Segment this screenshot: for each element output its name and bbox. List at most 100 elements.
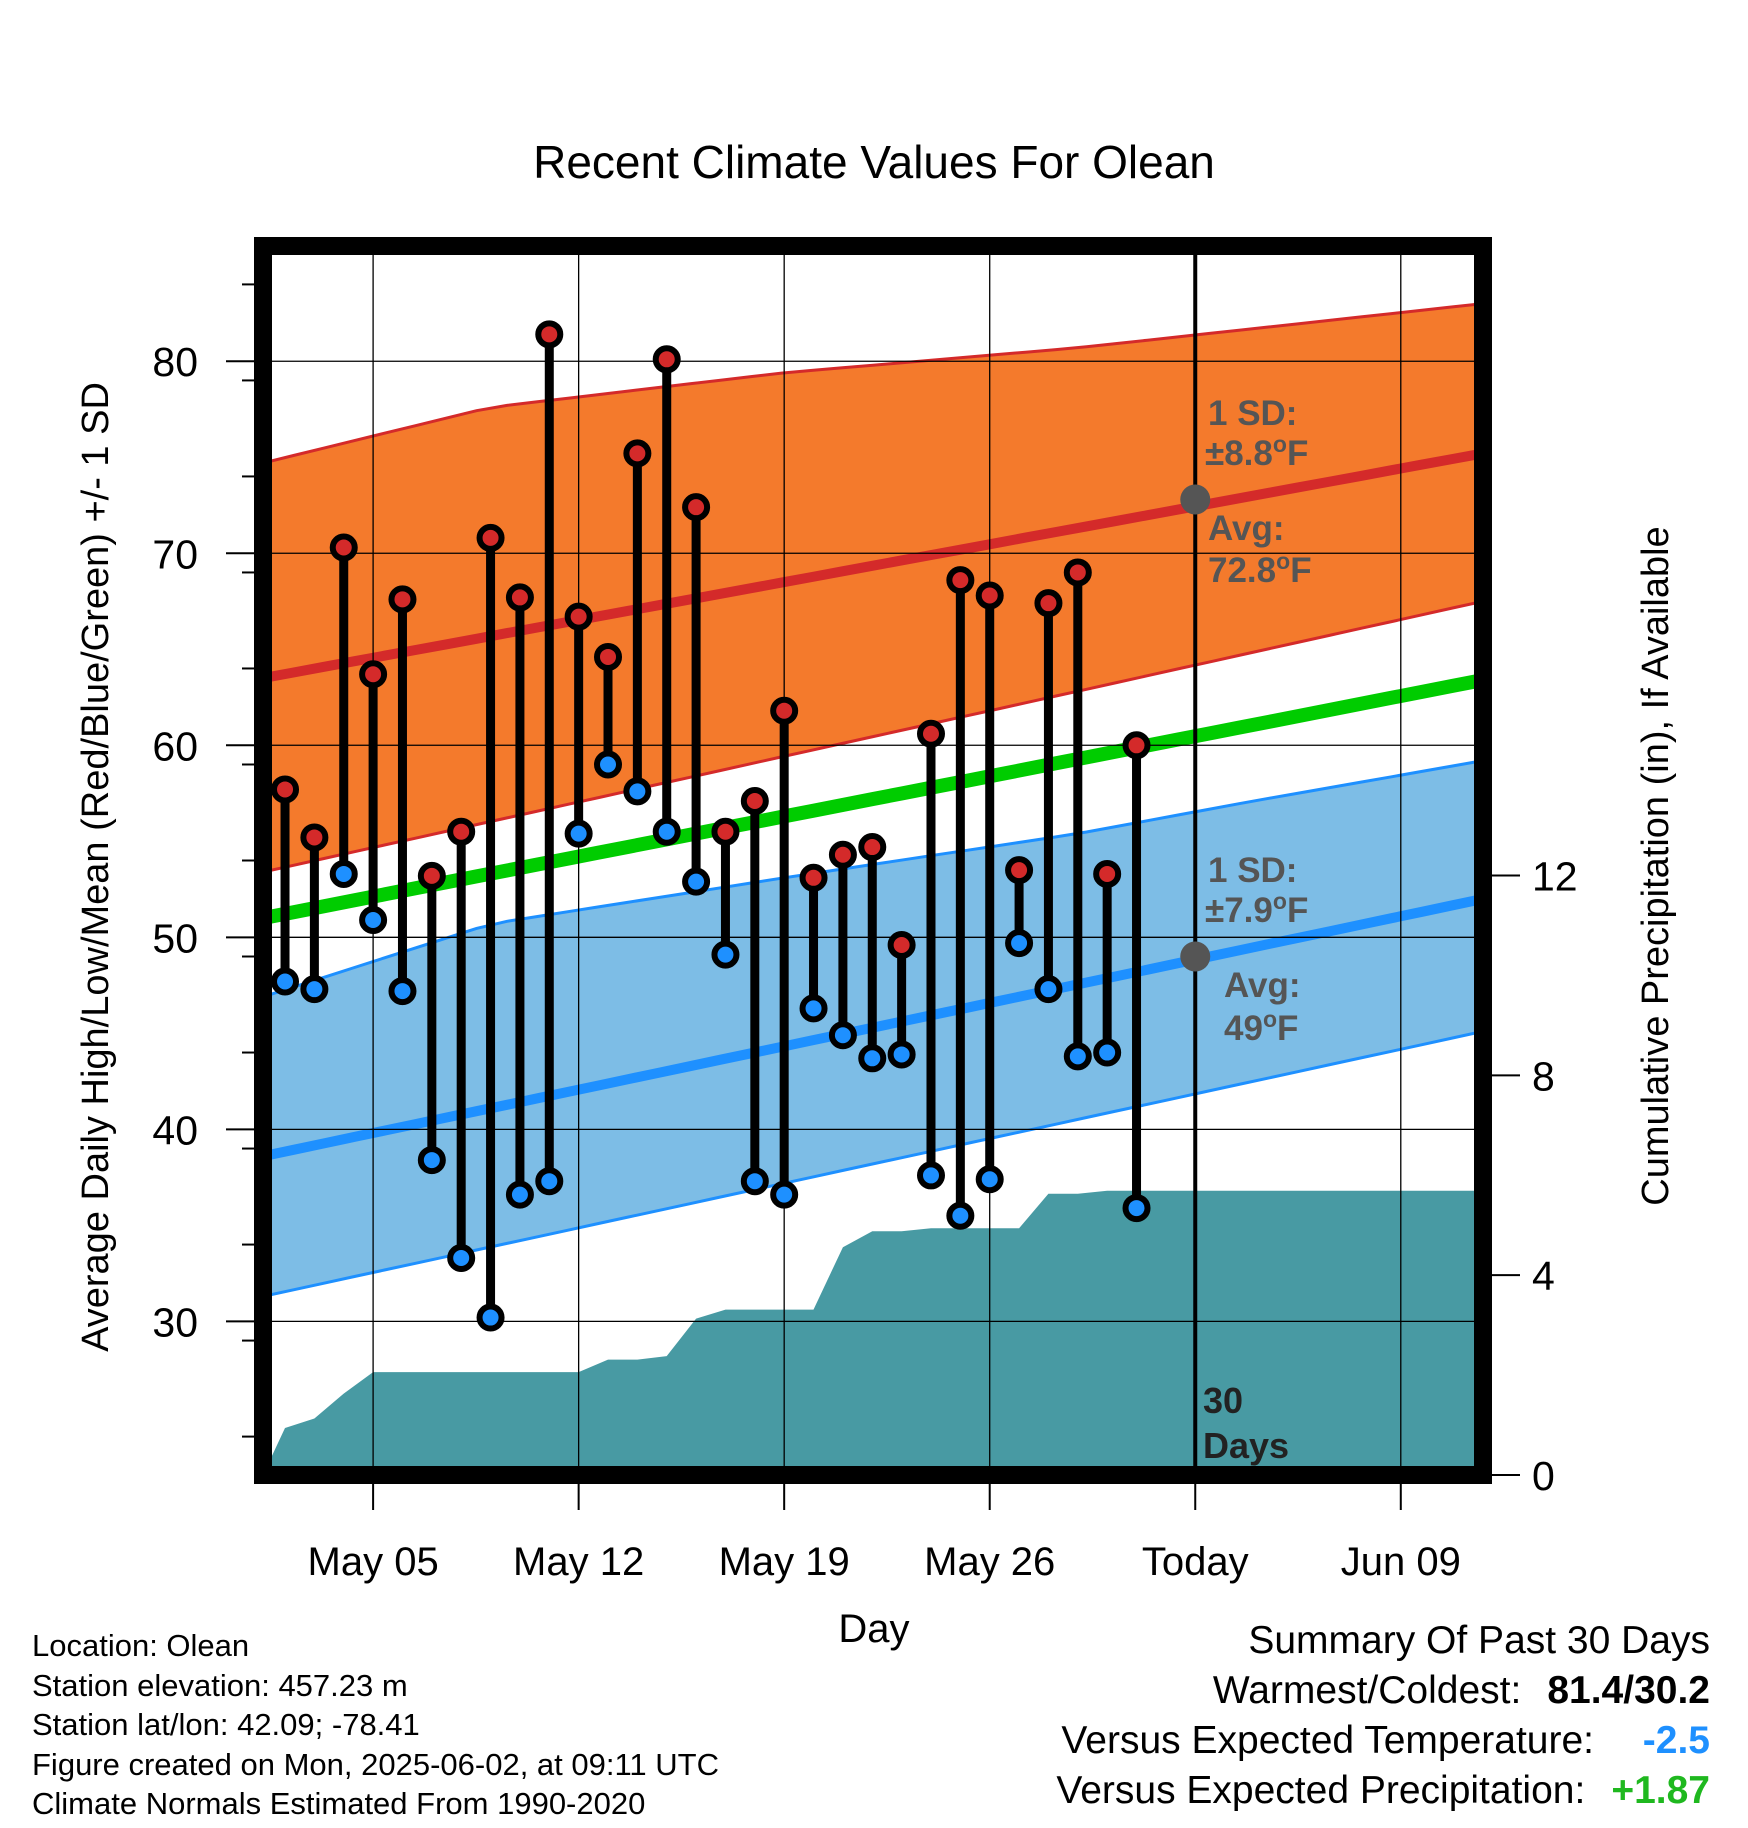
summary-panel: Summary Of Past 30 Days Warmest/Coldest:… — [1056, 1616, 1710, 1816]
daily-high-marker — [447, 817, 476, 846]
low-avg-value: 49oF — [1224, 1006, 1298, 1048]
low-avg-label: Avg: — [1224, 966, 1300, 1005]
daily-low-marker — [329, 859, 358, 888]
x-axis-title: Day — [838, 1607, 909, 1651]
station-info: Location: Olean Station elevation: 457.2… — [32, 1626, 719, 1824]
daily-high-marker — [388, 585, 417, 614]
daily-high-marker — [594, 642, 623, 671]
high-avg-label: Avg: — [1208, 509, 1284, 548]
precip-value: +1.87 — [1611, 1769, 1710, 1812]
daily-low-marker — [594, 750, 623, 779]
daily-low-marker — [1093, 1038, 1122, 1067]
daily-low-marker — [271, 967, 300, 996]
y2-tick-label: 4 — [1532, 1253, 1555, 1299]
x-tick-label: Today — [1142, 1540, 1249, 1584]
x-tick-label: Jun 09 — [1341, 1540, 1461, 1584]
normal-mean-line — [263, 673, 1483, 925]
window-days-label: Days — [1203, 1425, 1289, 1466]
warmest-value: 81.4/30.2 — [1547, 1669, 1710, 1712]
high-avg-dot — [1180, 484, 1211, 515]
daily-high-marker — [564, 602, 593, 631]
y-tick-label: 60 — [152, 723, 198, 769]
daily-low-marker — [975, 1165, 1004, 1194]
low-sd-value: ±7.9oF — [1205, 888, 1308, 930]
normals-text: Climate Normals Estimated From 1990-2020 — [32, 1786, 646, 1821]
low-sd-label: 1 SD: — [1208, 851, 1297, 890]
daily-high-marker — [946, 566, 975, 595]
summary-warmest-row: Warmest/Coldest: 81.4/30.2 — [1056, 1666, 1710, 1716]
daily-high-marker — [417, 861, 446, 890]
daily-low-marker — [711, 940, 740, 969]
daily-high-marker — [975, 581, 1004, 610]
daily-high-marker — [799, 863, 828, 892]
daily-low-marker — [417, 1146, 446, 1175]
daily-high-marker — [476, 523, 505, 552]
summary-title: Summary Of Past 30 Days — [1248, 1619, 1710, 1662]
y-tick-label: 30 — [152, 1299, 198, 1345]
plot-frame — [254, 237, 1492, 1484]
x-tick-label: May 12 — [513, 1540, 644, 1584]
daily-high-marker — [770, 696, 799, 725]
daily-low-marker — [564, 819, 593, 848]
daily-low-marker — [388, 977, 417, 1006]
high-sd-band — [263, 303, 1483, 873]
daily-high-marker — [329, 533, 358, 562]
plot-area — [263, 246, 1483, 1475]
daily-high-marker — [505, 583, 534, 612]
elevation-text: Station elevation: 457.23 m — [32, 1667, 408, 1703]
daily-high-marker — [740, 786, 769, 815]
daily-low-marker — [447, 1244, 476, 1273]
warmest-label: Warmest/Coldest: — [1212, 1669, 1522, 1712]
daily-low-marker — [682, 867, 711, 896]
y-tick-label: 80 — [152, 339, 198, 385]
y-tick-label: 40 — [152, 1107, 198, 1153]
x-tick-label: May 19 — [719, 1540, 850, 1584]
daily-high-marker — [887, 930, 916, 959]
latlon-text: Station lat/lon: 42.09; -78.41 — [32, 1707, 420, 1742]
location-text: Location: Olean — [32, 1628, 250, 1663]
summary-precip-row: Versus Expected Precipitation: +1.87 — [1056, 1766, 1710, 1816]
daily-high-marker — [652, 345, 681, 374]
high-avg-value: 72.8oF — [1208, 548, 1312, 590]
daily-low-marker — [1122, 1194, 1151, 1223]
daily-low-marker — [1005, 929, 1034, 958]
daily-low-marker — [770, 1180, 799, 1209]
chart-title: Recent Climate Values For Olean — [533, 136, 1215, 188]
daily-low-marker — [652, 817, 681, 846]
y2-axis-title: Cumulative Precipitation (in), If Availa… — [1635, 526, 1677, 1205]
temp-label: Versus Expected Temperature: — [1061, 1719, 1594, 1762]
daily-low-marker — [505, 1180, 534, 1209]
high-sd-label: 1 SD: — [1208, 394, 1297, 433]
daily-high-marker — [828, 840, 857, 869]
daily-high-marker — [535, 320, 564, 349]
y-tick-label: 50 — [152, 915, 198, 961]
daily-high-marker — [1034, 589, 1063, 618]
y2-tick-label: 8 — [1532, 1053, 1555, 1099]
daily-low-marker — [828, 1021, 857, 1050]
high-sd-value: ±8.8oF — [1205, 431, 1308, 473]
y2-tick-label: 0 — [1532, 1453, 1555, 1499]
daily-low-marker — [887, 1040, 916, 1069]
daily-high-marker — [271, 775, 300, 804]
daily-high-marker — [1063, 558, 1092, 587]
daily-high-marker — [1093, 859, 1122, 888]
daily-high-marker — [682, 493, 711, 522]
y2-tick-label: 12 — [1532, 853, 1578, 899]
summary-temp-row: Versus Expected Temperature: -2.5 — [1056, 1716, 1710, 1766]
normal-high-line — [263, 448, 1483, 684]
precip-area — [263, 1190, 1483, 1475]
daily-high-marker — [1122, 731, 1151, 760]
daily-low-marker — [740, 1167, 769, 1196]
daily-high-marker — [359, 660, 388, 689]
created-text: Figure created on Mon, 2025-06-02, at 09… — [32, 1746, 719, 1782]
high-upper-line — [263, 302, 1483, 465]
daily-low-marker — [1063, 1042, 1092, 1071]
daily-high-marker — [1005, 856, 1034, 885]
daily-low-marker — [535, 1167, 564, 1196]
daily-high-marker — [300, 823, 329, 852]
precip-label: Versus Expected Precipitation: — [1056, 1769, 1586, 1812]
window-count-label: 30 — [1203, 1380, 1243, 1421]
daily-high-marker — [858, 833, 887, 862]
daily-low-marker — [858, 1044, 887, 1073]
